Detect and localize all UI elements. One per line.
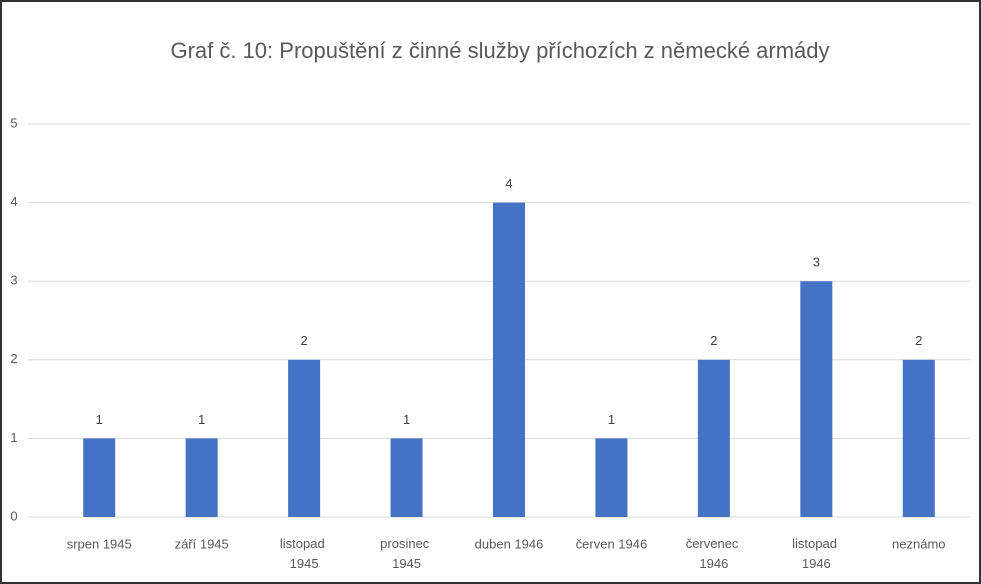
y-tick-label: 3 [10, 273, 17, 288]
x-tick-label: listopad 1945 [280, 536, 328, 571]
data-label: 1 [96, 412, 103, 427]
data-label: 1 [403, 412, 410, 427]
bar [800, 281, 833, 517]
x-tick-label: prosinec 1945 [380, 536, 433, 571]
bar [185, 438, 218, 517]
bar [902, 359, 935, 517]
x-tick-label: neznámo [892, 536, 945, 551]
bar [493, 202, 525, 517]
y-tick-label: 0 [10, 508, 17, 523]
x-tick-label: září 1945 [175, 536, 229, 551]
bar [390, 438, 423, 517]
data-label: 2 [915, 333, 922, 348]
data-label: 2 [300, 333, 307, 348]
x-tick-label: srpen 1945 [67, 536, 132, 551]
y-tick-label: 1 [10, 430, 17, 445]
x-tick-label: listopad 1946 [792, 536, 840, 571]
y-tick-label: 4 [10, 194, 17, 209]
bar [697, 359, 730, 517]
x-tick-label: červenec 1946 [686, 536, 742, 571]
x-tick-label: duben 1946 [475, 536, 544, 551]
data-label: 1 [608, 412, 615, 427]
data-label: 2 [710, 333, 717, 348]
y-tick-label: 2 [10, 351, 17, 366]
chart-title: Graf č. 10: Propuštění z činné služby př… [170, 38, 829, 63]
y-tick-label: 5 [10, 115, 17, 130]
bar [288, 359, 321, 517]
bar [83, 438, 116, 517]
data-label: 1 [198, 412, 205, 427]
x-tick-label: červen 1946 [576, 536, 648, 551]
data-label: 3 [813, 255, 820, 270]
data-label: 4 [505, 176, 512, 191]
bar [595, 438, 628, 517]
